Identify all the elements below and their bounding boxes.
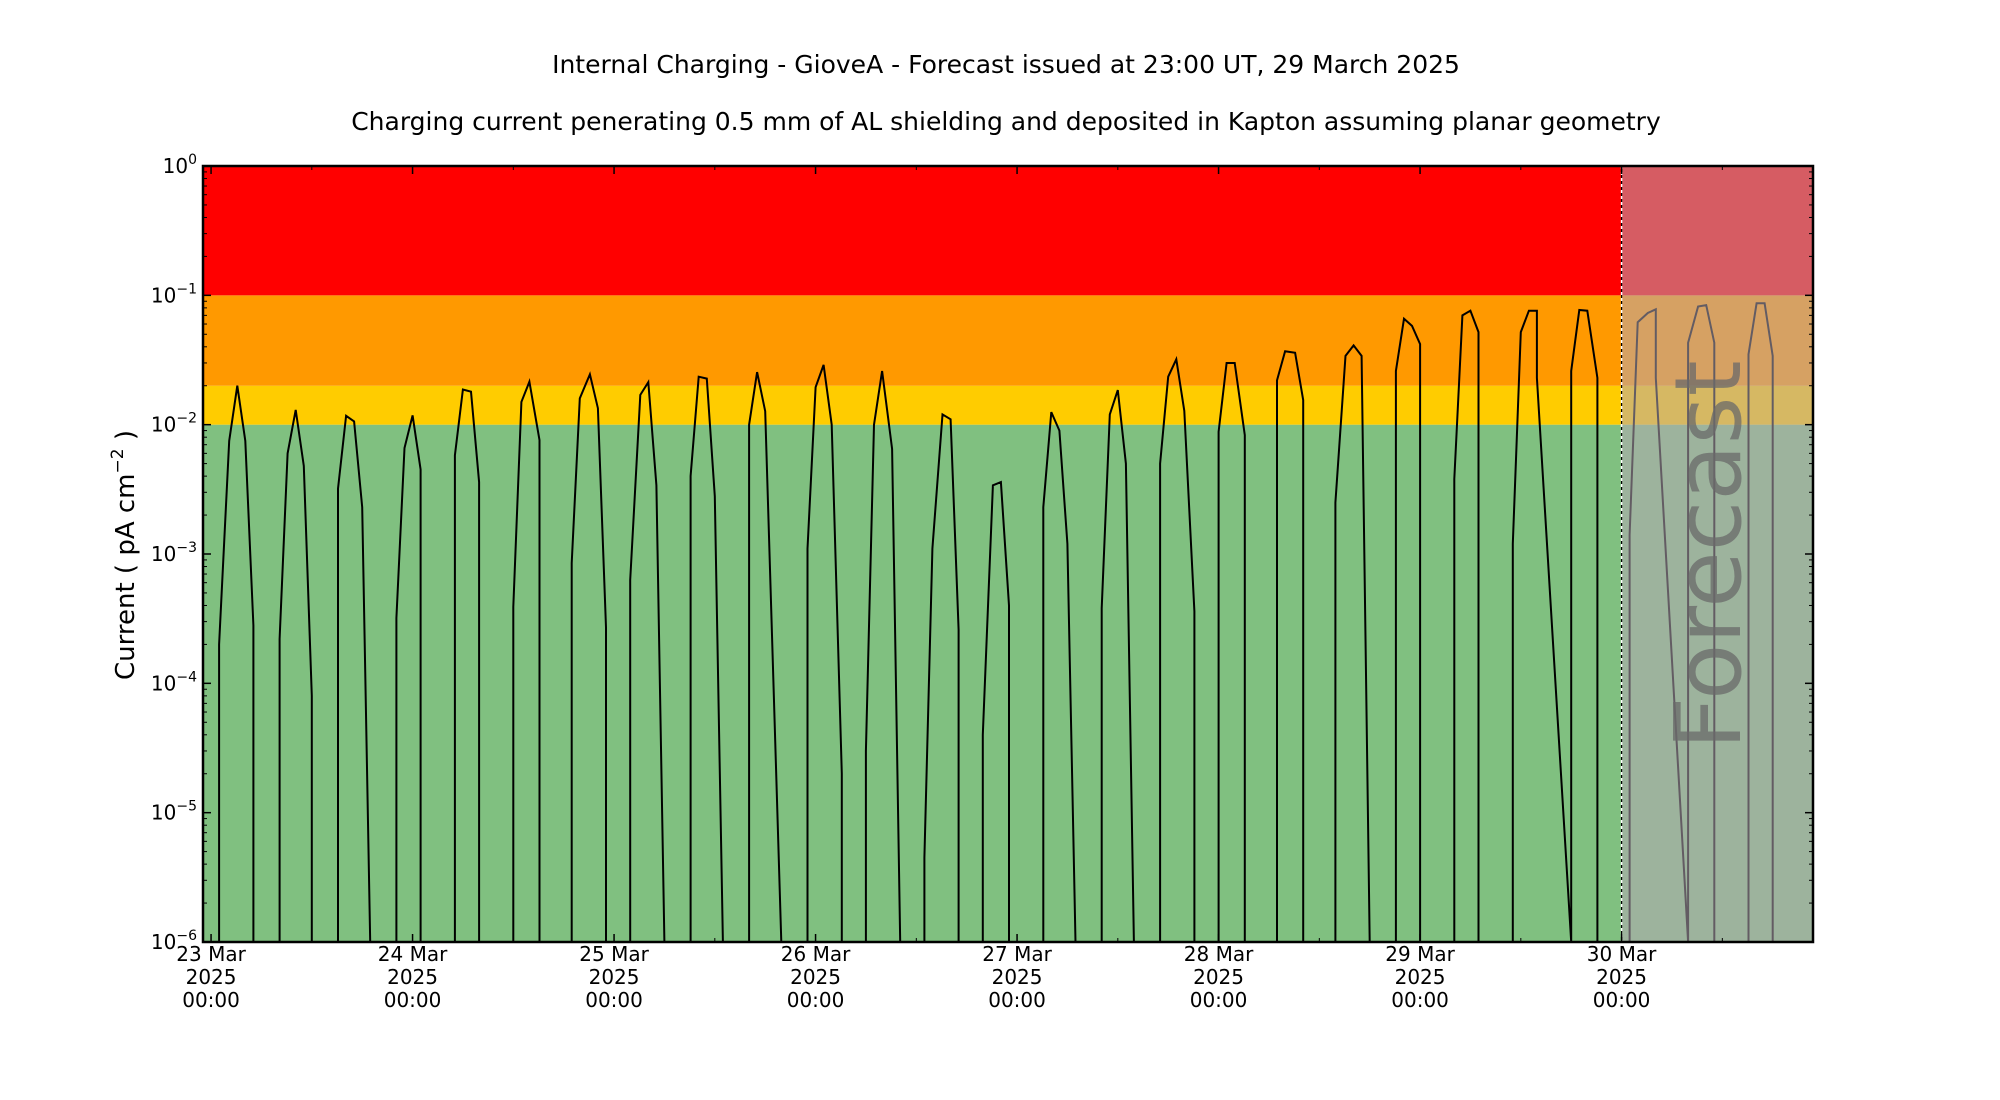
x-tick-label-1-line1: 24 Mar [378,942,448,966]
y-tick-label-1: 10−5 [151,799,197,825]
x-tick-label-7-line3: 00:00 [1593,988,1651,1012]
forecast-label: Forecast [1655,360,1762,749]
y-tick-label-5: 10−1 [151,281,197,307]
y-axis-label-exponent: −2 [108,448,128,473]
y-tick-label-3: 10−3 [151,540,197,566]
y-tick-exponent: −5 [176,799,197,815]
y-tick-exponent: 0 [188,152,197,168]
y-tick-base: 10 [151,801,176,825]
x-tick-label-2-line3: 00:00 [585,988,643,1012]
x-tick-label-1-line3: 00:00 [384,988,442,1012]
y-tick-label-2: 10−4 [151,669,197,695]
x-tick-label-4-line2: 2025 [992,965,1043,989]
y-tick-base: 10 [151,930,176,954]
series-line-0 [218,302,1774,943]
forecast-region: Forecast [1620,166,1813,942]
chart-subtitle: Charging current penerating 0.5 mm of AL… [351,107,1661,136]
data-series [218,302,1774,943]
risk-band-3 [203,166,1813,296]
x-tick-label-3-line2: 2025 [790,965,841,989]
y-tick-label-0: 10−6 [151,928,197,954]
y-axis-label-tail: ) [111,430,141,448]
x-tick-label-7-line2: 2025 [1596,965,1647,989]
x-tick-label-6-line2: 2025 [1395,965,1446,989]
y-tick-exponent: −4 [176,669,197,685]
x-tick-label-3-line3: 00:00 [787,988,845,1012]
y-tick-base: 10 [151,542,176,566]
forecast-shade [1621,166,1813,942]
y-tick-exponent: −2 [176,411,197,427]
x-tick-label-5-line1: 28 Mar [1184,942,1254,966]
x-tick-label-4-line1: 27 Mar [982,942,1052,966]
y-tick-exponent: −3 [176,540,197,556]
y-axis-label: Current ( pA cm−2 ) [108,430,141,680]
x-tick-label-6-line1: 29 Mar [1385,942,1455,966]
x-tick-label-5-line3: 00:00 [1190,988,1248,1012]
x-tick-label-4-line3: 00:00 [988,988,1046,1012]
y-tick-exponent: −1 [176,281,197,297]
x-tick-label-0-line2: 2025 [186,965,237,989]
plot-frame [201,164,1815,944]
y-axis-label-main: Current ( pA cm [111,473,141,680]
x-tick-label-0-line3: 00:00 [182,988,240,1012]
y-tick-base: 10 [163,154,188,178]
x-tick-label-7-line1: 30 Mar [1587,942,1657,966]
y-tick-base: 10 [151,671,176,695]
x-tick-label-2-line2: 2025 [589,965,640,989]
y-tick-base: 10 [151,283,176,307]
x-tick-label-6-line3: 00:00 [1391,988,1449,1012]
y-tick-base: 10 [151,413,176,437]
y-tick-label-6: 100 [163,152,197,178]
x-tick-label-2-line1: 25 Mar [579,942,649,966]
chart-title: Internal Charging - GioveA - Forecast is… [552,50,1460,79]
x-tick-label-0-line1: 23 Mar [176,942,246,966]
x-tick-label-5-line2: 2025 [1193,965,1244,989]
y-tick-exponent: −6 [176,928,197,944]
x-tick-label-3-line1: 26 Mar [781,942,851,966]
x-tick-label-1-line2: 2025 [387,965,438,989]
y-tick-label-4: 10−2 [151,411,197,437]
risk-band-2 [203,295,1813,386]
